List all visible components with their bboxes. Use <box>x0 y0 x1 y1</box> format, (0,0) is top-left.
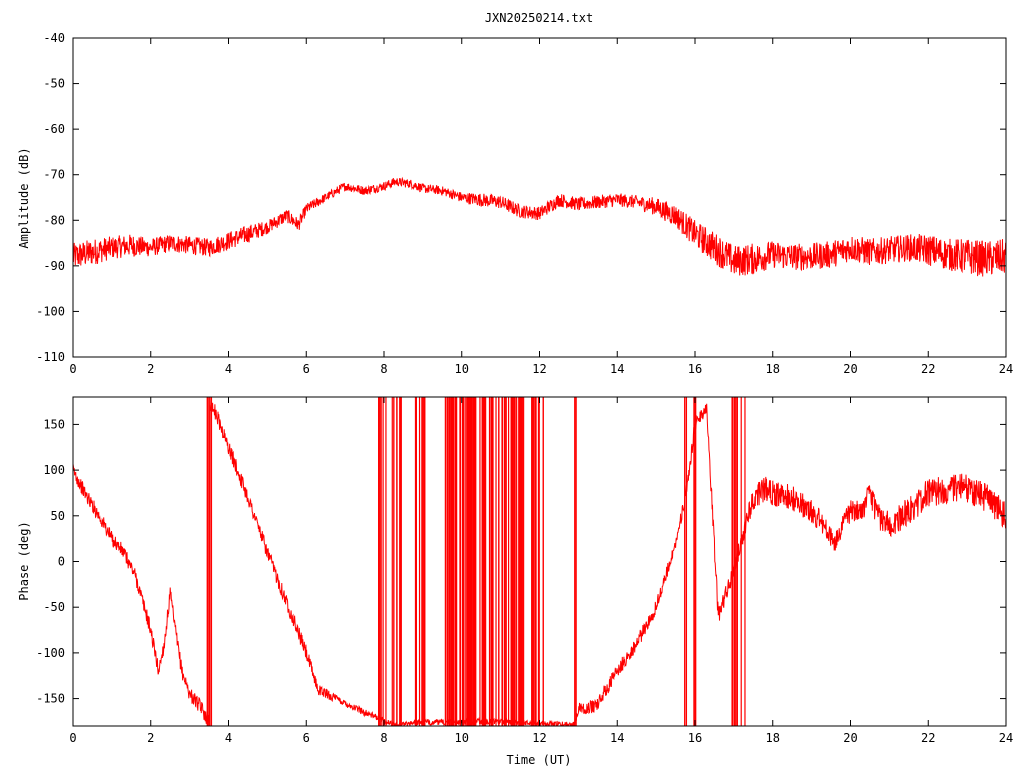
amplitude-x-tick-label: 10 <box>455 362 469 376</box>
amplitude-y-axis-label: Amplitude (dB) <box>17 147 31 248</box>
amplitude-y-tick-label: -60 <box>43 122 65 136</box>
phase-x-tick-label: 2 <box>147 731 154 745</box>
phase-x-tick-label: 22 <box>921 731 935 745</box>
phase-y-tick-label: 0 <box>58 555 65 569</box>
phase-x-tick-label: 24 <box>999 731 1013 745</box>
amplitude-trace-layer <box>73 176 1006 277</box>
amplitude-panel: 0 2 4 6 8 10 12 14 16 18 20 22 24-40-50-60-70-80-90-… <box>17 31 1013 376</box>
amplitude-ticks: 0 2 4 6 8 10 12 14 16 18 20 22 24-40-50-60-70-80-90-… <box>36 31 1013 376</box>
amplitude-x-tick-label: 6 <box>303 362 310 376</box>
phase-ticks: 0 2 4 6 8 10 12 14 16 18 20 22 24150100500-50-100-15… <box>36 397 1013 745</box>
amplitude-x-tick-label: 22 <box>921 362 935 376</box>
phase-y-tick-label: 50 <box>51 509 65 523</box>
phase-x-tick-label: 14 <box>610 731 624 745</box>
amplitude-y-tick-label: -50 <box>43 77 65 91</box>
phase-x-axis-label: Time (UT) <box>506 753 571 767</box>
amplitude-trace <box>73 176 1006 277</box>
chart-title: JXN20250214.txt <box>485 11 593 25</box>
amplitude-x-tick-label: 20 <box>843 362 857 376</box>
amplitude-y-tick-label: -40 <box>43 31 65 45</box>
amplitude-x-tick-label: 4 <box>225 362 232 376</box>
phase-y-tick-label: 150 <box>43 417 65 431</box>
phase-x-tick-label: 0 <box>69 731 76 745</box>
amplitude-y-tick-label: -90 <box>43 259 65 273</box>
amplitude-y-tick-label: -110 <box>36 350 65 364</box>
phase-y-axis-label: Phase (deg) <box>17 521 31 600</box>
phase-y-tick-label: -50 <box>43 600 65 614</box>
phase-x-tick-label: 12 <box>532 731 546 745</box>
phase-x-tick-label: 18 <box>766 731 780 745</box>
phase-y-tick-label: -150 <box>36 692 65 706</box>
phase-x-tick-label: 10 <box>455 731 469 745</box>
phase-wave-layer <box>206 397 746 726</box>
amplitude-x-tick-label: 24 <box>999 362 1013 376</box>
phase-panel: 0 2 4 6 8 10 12 14 16 18 20 22 24150100500-50-100-15… <box>17 396 1013 767</box>
amplitude-x-tick-label: 0 <box>69 362 76 376</box>
phase-x-tick-label: 8 <box>380 731 387 745</box>
amplitude-x-tick-label: 16 <box>688 362 702 376</box>
phase-y-tick-label: -100 <box>36 646 65 660</box>
amplitude-y-tick-label: -80 <box>43 213 65 227</box>
amplitude-x-tick-label: 18 <box>766 362 780 376</box>
amplitude-x-tick-label: 12 <box>532 362 546 376</box>
amplitude-y-tick-label: -100 <box>36 304 65 318</box>
amplitude-y-tick-label: -70 <box>43 168 65 182</box>
phase-x-tick-label: 6 <box>303 731 310 745</box>
phase-x-tick-label: 4 <box>225 731 232 745</box>
phase-y-tick-label: 100 <box>43 463 65 477</box>
amplitude-x-tick-label: 8 <box>380 362 387 376</box>
phase-x-tick-label: 16 <box>688 731 702 745</box>
amplitude-x-tick-label: 14 <box>610 362 624 376</box>
phase-x-tick-label: 20 <box>843 731 857 745</box>
amplitude-x-tick-label: 2 <box>147 362 154 376</box>
